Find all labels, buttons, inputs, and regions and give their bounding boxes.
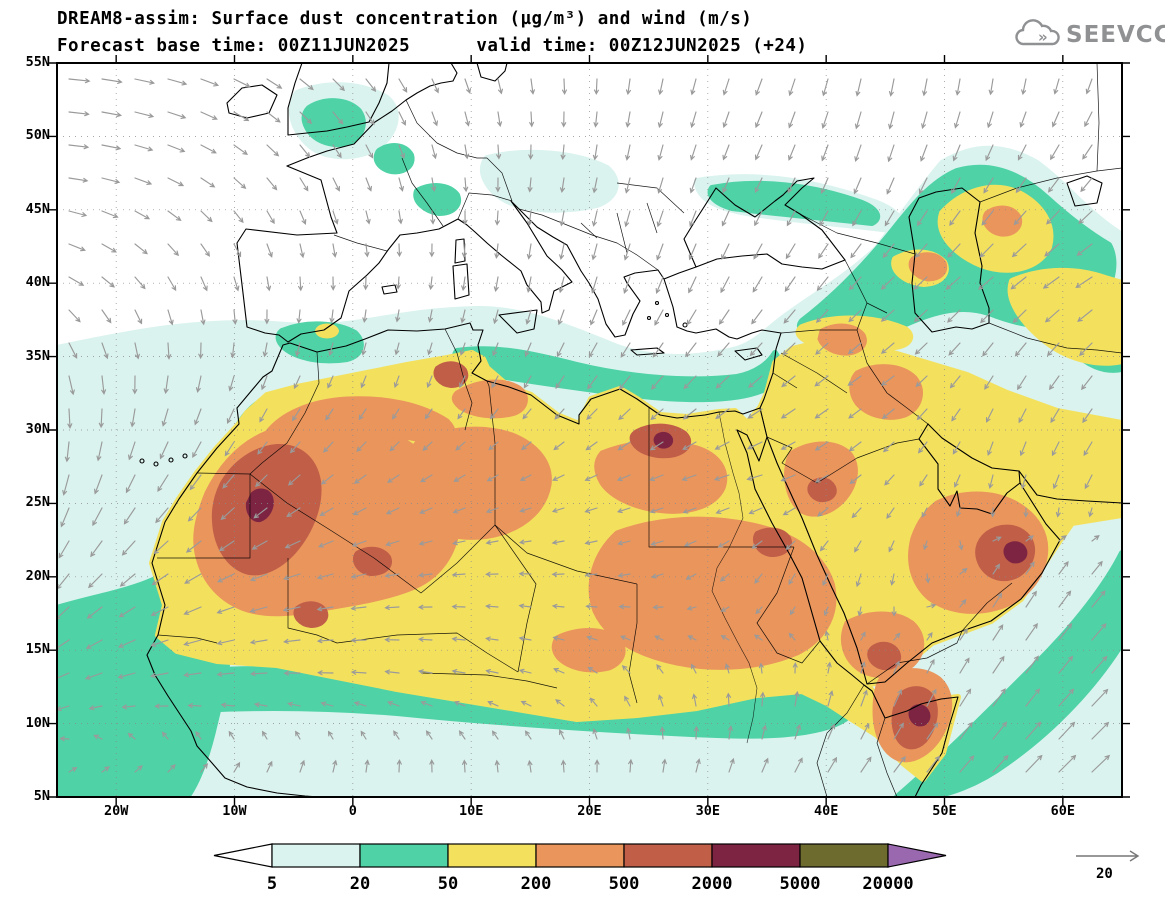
map xyxy=(49,55,1130,805)
legend-tick-label: 2000 xyxy=(692,874,733,894)
lat-tick-label: 50N xyxy=(25,127,50,144)
nile-river xyxy=(711,411,758,744)
dust-region-level4 xyxy=(908,252,948,282)
seevccc-logo: » SEEVCCC xyxy=(1014,18,1165,52)
lat-tick-label: 5N xyxy=(33,788,50,804)
legend-segment xyxy=(447,843,537,868)
legend-segment xyxy=(271,843,361,868)
dust-region-level1 xyxy=(480,149,619,213)
lon-tick-label: 30E xyxy=(695,803,721,819)
legend-segment xyxy=(623,843,713,868)
legend-svg: 5 20 50 200 500 2000 5000 20000 xyxy=(213,843,947,894)
dust-region-level2 xyxy=(413,183,461,216)
dust-region-level4 xyxy=(551,628,626,673)
dust-region-level3 xyxy=(315,323,339,339)
dust-region-level2 xyxy=(707,180,881,226)
lat-tick-label: 20N xyxy=(25,567,50,584)
wind-arrows-path xyxy=(57,78,1111,773)
dust-region-level4 xyxy=(451,379,528,419)
lat-tick-label: 45N xyxy=(25,200,50,217)
lon-tick-label: 20E xyxy=(577,803,602,819)
dust-region-level6 xyxy=(245,488,274,523)
lon-tick-label: 10E xyxy=(458,803,484,819)
lon-tick-label: 40E xyxy=(813,803,839,819)
legend-tick-label: 20000 xyxy=(862,874,913,894)
logo-text: SEEVCCC xyxy=(1066,22,1165,48)
legend-segment xyxy=(711,843,801,868)
dust-region-level2 xyxy=(301,98,366,147)
dust-region-level4 xyxy=(400,426,552,540)
dust-region-level5 xyxy=(807,477,837,503)
legend-tick-label: 200 xyxy=(521,874,552,894)
dust-region-level4 xyxy=(982,205,1023,237)
lon-tick-label: 50E xyxy=(932,803,957,819)
legend-tick-label: 5 xyxy=(267,874,277,894)
dust-region-level6 xyxy=(653,431,674,449)
wind-reference-label: 20 xyxy=(1096,866,1113,882)
lon-tick-label: 0 xyxy=(348,803,357,819)
lon-tick-label: 20W xyxy=(103,803,129,819)
dust-region-level3 xyxy=(1007,267,1122,366)
legend-tick-label: 50 xyxy=(438,874,458,894)
lat-tick-label: 30N xyxy=(25,421,50,437)
dust-region-level4 xyxy=(817,323,867,356)
lat-tick-label: 15N xyxy=(25,641,50,658)
legend-segment xyxy=(799,843,889,868)
lat-tick-label: 10N xyxy=(25,714,50,731)
chart-subtitle: Forecast base time: 00Z11JUN2025 valid t… xyxy=(57,36,808,56)
dust-region-level6 xyxy=(908,704,931,727)
graticule xyxy=(57,63,1122,797)
lat-tick-label: 55N xyxy=(25,54,50,70)
svg-text:»: » xyxy=(1038,28,1048,46)
lon-tick-label: 60E xyxy=(1050,803,1076,819)
chart-title: DREAM8-assim: Surface dust concentration… xyxy=(57,9,753,29)
lat-tick-label: 40N xyxy=(25,274,50,291)
legend-arrow-right xyxy=(887,843,947,868)
lon-tick-label: 10W xyxy=(222,803,247,819)
axis-ticks xyxy=(49,55,1130,805)
dust-region-level5 xyxy=(433,361,469,388)
lat-tick-label: 35N xyxy=(25,347,50,364)
legend-arrow-left xyxy=(213,843,273,868)
dust-region-level6 xyxy=(1003,541,1028,564)
legend-segment xyxy=(359,843,449,868)
title-block: DREAM8-assim: Surface dust concentration… xyxy=(57,6,807,60)
legend-tick-label: 20 xyxy=(350,874,370,894)
wind-reference-arrow xyxy=(1076,850,1140,862)
cloud-logo-icon: » xyxy=(1015,19,1060,46)
dust-region-level5 xyxy=(352,546,392,576)
coastlines xyxy=(139,63,1122,797)
legend-segment xyxy=(535,843,625,868)
dust-region-level2 xyxy=(373,143,415,175)
legend-tick-label: 5000 xyxy=(780,874,821,894)
country-borders xyxy=(157,63,1122,797)
lat-tick-label: 25N xyxy=(25,494,50,511)
dust-field xyxy=(57,82,1122,797)
legend-tick-label: 500 xyxy=(609,874,640,894)
